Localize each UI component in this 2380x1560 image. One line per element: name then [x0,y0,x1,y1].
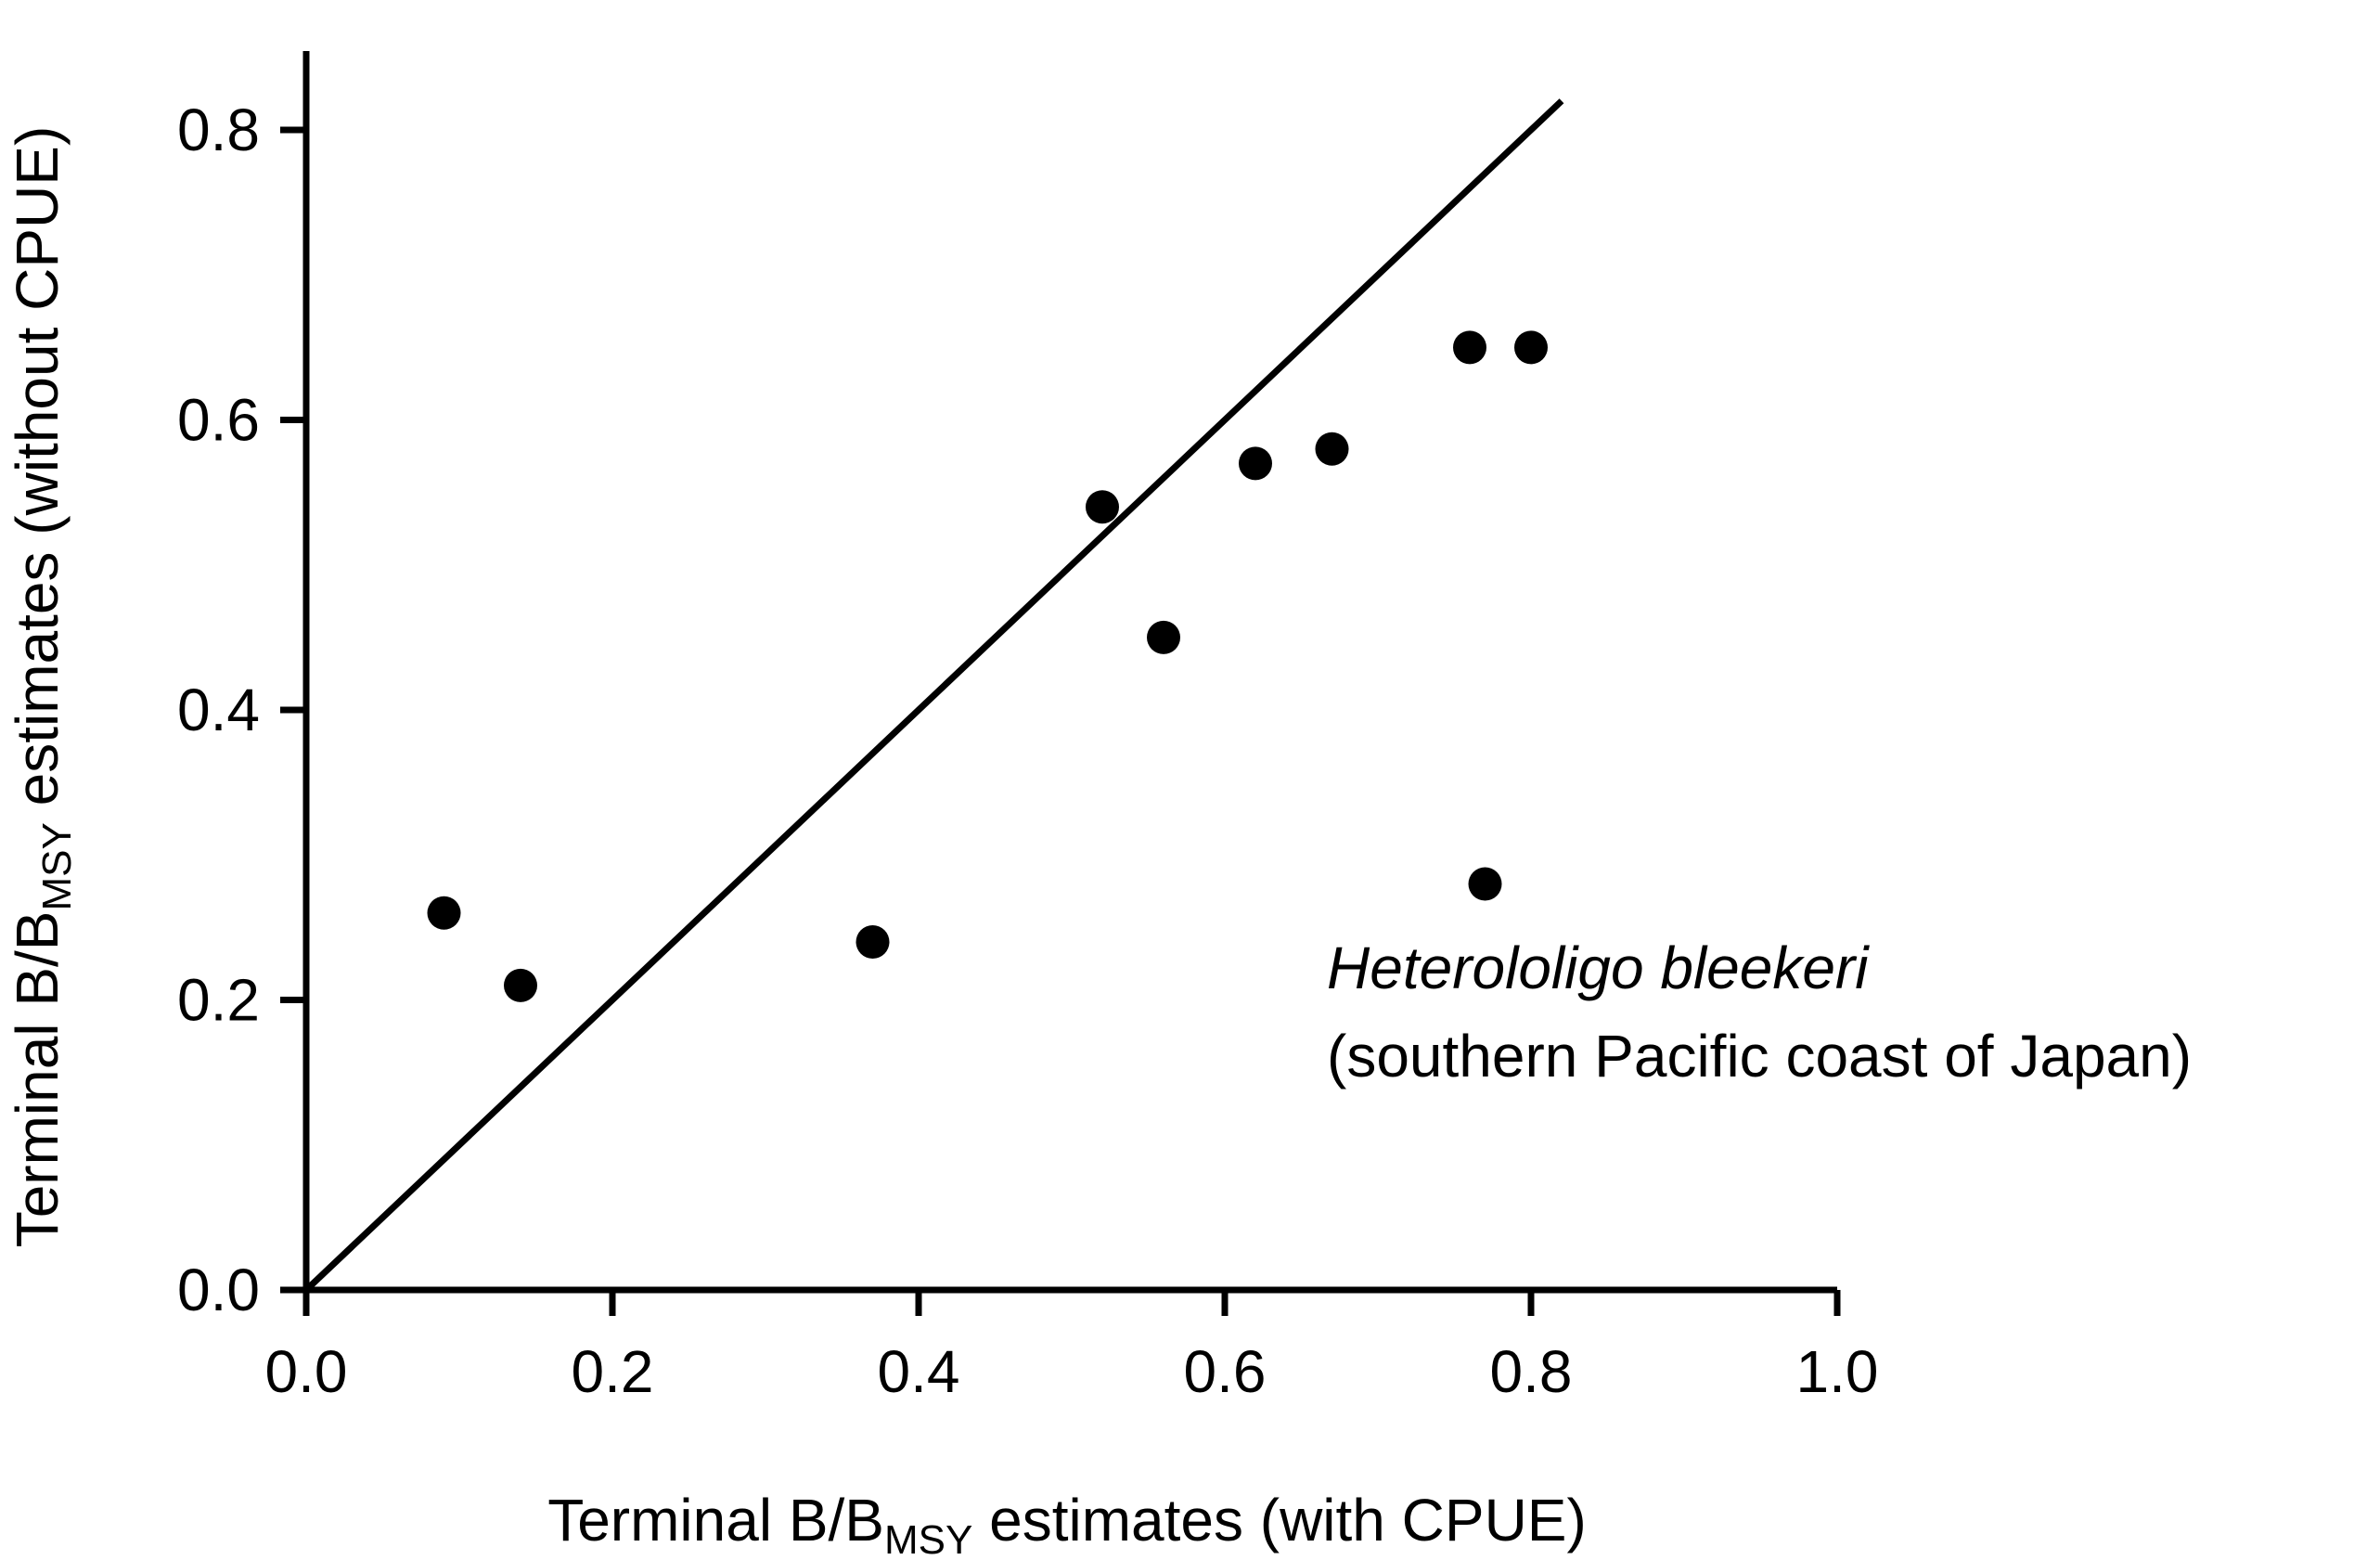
reference-line-layer [303,98,1564,1293]
data-point [1453,330,1486,365]
x-tick-label: 0.8 [1490,1338,1573,1405]
y-tick-label: 0.8 [177,97,260,163]
data-point [1147,620,1180,654]
data-point [1514,330,1548,365]
y-tick-label: 0.2 [177,967,260,1034]
data-point [1468,867,1502,901]
y-axis-label-suffix: estimates (without CPUE) [4,126,71,822]
data-point [504,968,537,1002]
y-tick-label: 0.6 [177,387,260,454]
y-tick-label: 0.0 [177,1257,260,1323]
data-points [427,330,1548,1002]
data-point [1086,490,1119,524]
data-point [856,925,890,959]
x-axis-label-subscript: MSY [884,1517,972,1560]
annotation-region: (southern Pacific coast of Japan) [1327,1023,2192,1089]
data-point [1315,432,1349,466]
x-tick-label: 0.2 [572,1338,654,1405]
axes: 0.0 0.2 0.4 0.6 0.8 1.0 0.0 0.2 0.4 0.6 0.8 [177,51,1878,1405]
y-axis-label-subscript: MSY [34,822,80,910]
x-tick-label: 0.4 [878,1338,960,1405]
annotation-species: Heterololigo bleekeri [1327,935,1870,1001]
x-tick-label: 0.6 [1184,1338,1267,1405]
x-axis-label-prefix: Terminal B/B [547,1487,884,1554]
x-axis-label-suffix: estimates (with CPUE) [972,1487,1586,1554]
data-point [427,896,461,930]
data-point [1239,446,1272,481]
y-axis-label: Terminal B/BMSY estimates (without CPUE) [4,126,80,1248]
y-tick-label: 0.4 [177,677,260,743]
y-axis-label-prefix: Terminal B/B [4,911,71,1248]
x-tick-label: 0.0 [265,1338,348,1405]
one-to-one-line [303,98,1564,1293]
x-axis-label: Terminal B/BMSY estimates (with CPUE) [547,1487,1587,1560]
x-tick-label: 1.0 [1796,1338,1879,1405]
